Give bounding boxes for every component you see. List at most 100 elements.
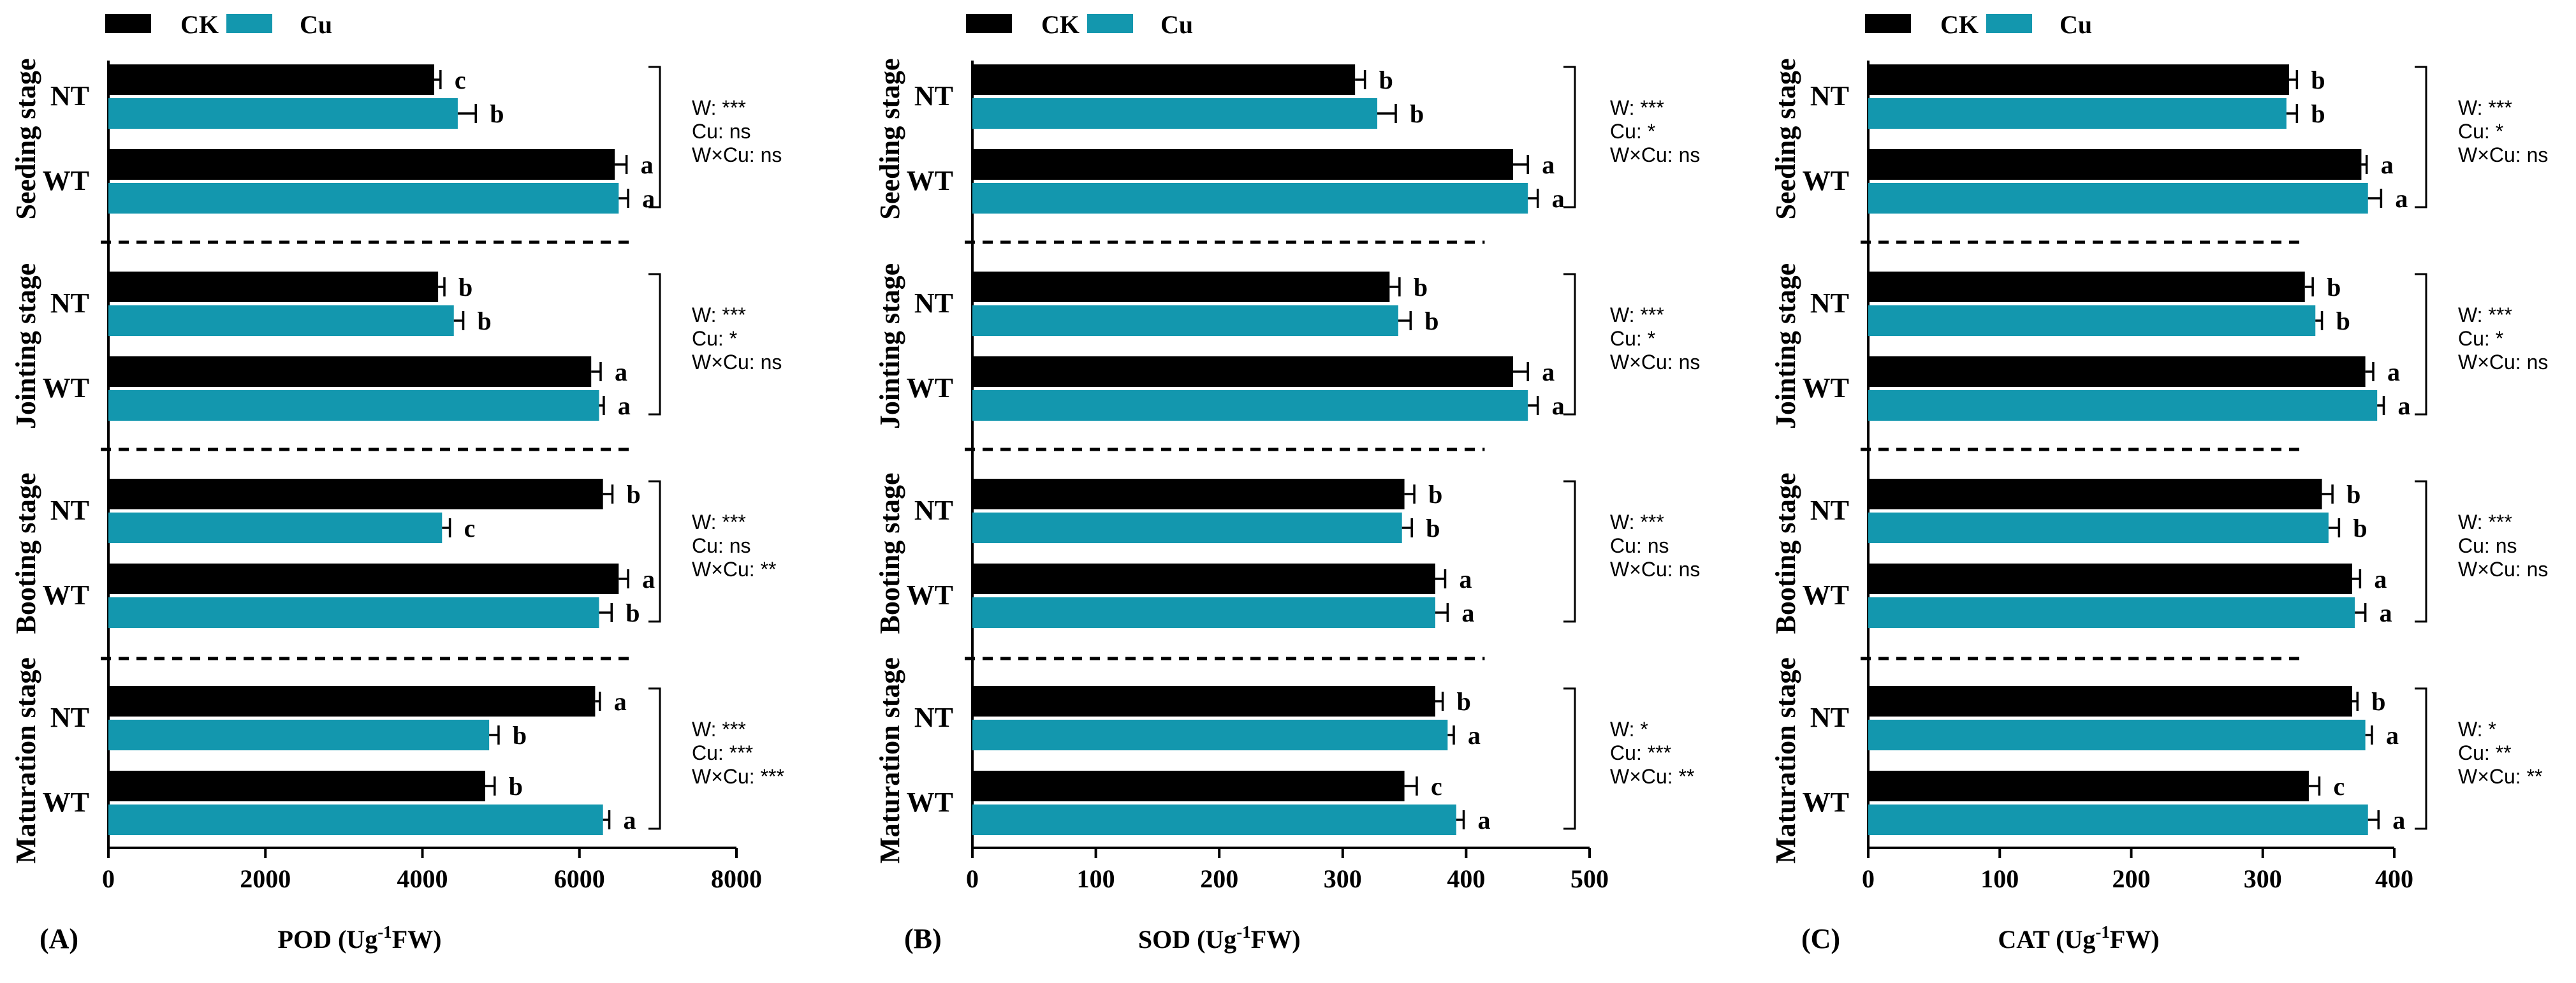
significance-letter: a — [642, 184, 655, 213]
legend-label-cu: Cu — [1160, 10, 1193, 39]
genotype-label: WT — [907, 165, 953, 196]
error-bar — [2365, 362, 2375, 381]
bar-cu — [1868, 597, 2355, 628]
legend-swatch-cu — [1087, 14, 1133, 33]
error-bar — [603, 484, 614, 504]
bar-cu — [108, 720, 490, 750]
significance-letter: a — [2395, 184, 2408, 213]
significance-letter: c — [1431, 772, 1442, 801]
x-tick-label: 2000 — [240, 864, 291, 893]
legend-label-ck: CK — [1041, 10, 1079, 39]
significance-letter: b — [509, 772, 523, 801]
significance-letter: a — [2387, 358, 2400, 386]
bar-cu — [108, 98, 458, 129]
panel-label: (A) — [40, 923, 78, 954]
stats-bracket — [1563, 273, 1576, 416]
genotype-label: WT — [907, 579, 953, 611]
stats-line: W×Cu: ns — [1610, 351, 1700, 374]
significance-letter: b — [1414, 273, 1428, 302]
significance-letter: a — [2398, 391, 2411, 420]
stats-bracket — [2415, 480, 2427, 623]
x-tick-label: 0 — [102, 864, 115, 893]
stage-label: Jointing stage — [1770, 263, 1801, 429]
bar-cu — [1868, 720, 2366, 750]
x-tick-label: 300 — [1324, 864, 1362, 893]
bar-ck — [1868, 564, 2352, 594]
genotype-label: NT — [50, 495, 89, 526]
significance-letter: a — [1542, 150, 1555, 179]
error-bar — [2286, 104, 2299, 123]
significance-letter: b — [1379, 66, 1393, 94]
stats-line: W: *** — [1610, 303, 1664, 326]
x-axis-label-text: SOD (Ug — [1138, 925, 1236, 954]
genotype-label: NT — [50, 702, 89, 733]
stage-label: Seeding stage — [874, 59, 905, 220]
bar-cu — [108, 513, 443, 543]
stats-line: Cu: *** — [1610, 741, 1671, 764]
bar-ck — [108, 356, 592, 387]
error-bar — [1377, 104, 1397, 123]
significance-letter: a — [2380, 599, 2392, 627]
legend-swatch-ck — [966, 14, 1012, 33]
error-bar — [1447, 725, 1455, 745]
bar-cu — [1868, 183, 2368, 214]
significance-letter: a — [1552, 391, 1565, 420]
stats-line: Cu: * — [2458, 120, 2503, 143]
error-bar — [591, 362, 602, 381]
error-bar — [618, 569, 629, 588]
error-bar — [2367, 189, 2383, 208]
stats-line: Cu: * — [1610, 120, 1655, 143]
error-bar — [457, 104, 477, 123]
bar-cu — [972, 305, 1398, 336]
error-bar — [438, 277, 446, 296]
stats-line: Cu: ns — [1610, 534, 1669, 557]
genotype-label: WT — [1803, 165, 1849, 196]
stats-line: W: * — [1610, 718, 1648, 741]
error-bar — [1389, 277, 1401, 296]
genotype-label: WT — [43, 372, 89, 404]
significance-letter: b — [513, 721, 527, 750]
panel-label: (B) — [904, 923, 942, 954]
significance-letter: a — [614, 687, 627, 716]
stats-line: W×Cu: ns — [1610, 143, 1700, 166]
genotype-label: NT — [1810, 80, 1849, 112]
significance-letter: a — [1552, 184, 1565, 213]
genotype-label: NT — [1810, 702, 1849, 733]
significance-letter: a — [1461, 599, 1474, 627]
x-tick-label: 0 — [966, 864, 979, 893]
bar-cu — [108, 390, 599, 421]
stats-line: W×Cu: ns — [2458, 143, 2548, 166]
x-axis-label: SOD (Ug-1FW) — [1138, 922, 1301, 954]
genotype-label: NT — [914, 495, 953, 526]
bar-cu — [972, 390, 1528, 421]
bar-cu — [108, 805, 603, 835]
x-tick-label: 8000 — [711, 864, 762, 893]
stats-line: W×Cu: *** — [692, 765, 784, 788]
significance-letter: b — [490, 99, 504, 128]
bar-cu — [108, 597, 599, 628]
error-bar — [2352, 569, 2362, 588]
stats-line: W: *** — [1610, 96, 1664, 119]
stats-line: W×Cu: ns — [692, 143, 782, 166]
x-tick-label: 6000 — [554, 864, 605, 893]
stats-bracket — [648, 273, 661, 416]
genotype-label: WT — [1803, 579, 1849, 611]
bar-cu — [972, 597, 1435, 628]
stage-label: Booting stage — [10, 473, 41, 634]
error-bar — [1435, 569, 1447, 588]
panel-label: (C) — [1801, 923, 1840, 954]
x-axis-label: CAT (Ug-1FW) — [1998, 922, 2159, 954]
bar-ck — [1868, 64, 2289, 95]
stats-bracket — [648, 480, 661, 623]
genotype-label: WT — [43, 165, 89, 196]
stats-line: W: *** — [692, 511, 746, 534]
error-bar — [618, 189, 629, 208]
error-bar — [599, 396, 605, 415]
significance-letter: a — [2381, 150, 2394, 179]
bar-cu — [1868, 513, 2329, 543]
x-tick-label: 200 — [2112, 864, 2151, 893]
significance-letter: a — [624, 806, 636, 834]
x-tick-label: 400 — [2375, 864, 2413, 893]
bar-ck — [972, 149, 1513, 180]
